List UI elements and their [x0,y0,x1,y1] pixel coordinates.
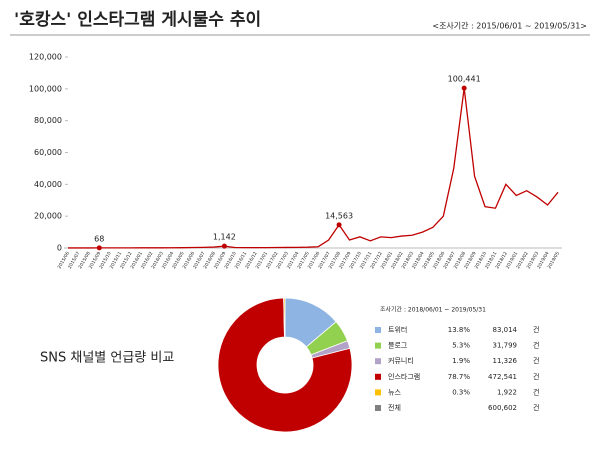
legend-share: 0.3% [452,388,470,396]
legend-value: 11,326 [493,357,518,365]
legend-label: 커뮤니티 [388,356,414,365]
point-marker [336,222,342,228]
legend-share: 5.3% [452,342,470,350]
donut-slice [283,297,286,338]
legend-swatch [375,373,381,380]
legend-label: 블로그 [388,341,408,350]
legend-swatch [375,389,381,396]
point-marker [96,245,102,251]
legend-label: 인스타그램 [388,372,420,381]
legend-swatch [375,327,381,333]
legend-swatch [375,342,381,349]
legend-swatch [375,405,381,411]
legend-value: 1,922 [497,388,517,396]
legend-label: 트위터 [388,325,407,334]
legend-subtitle: 조사기간 : 2018/06/01 ~ 2019/05/31 [380,306,486,314]
y-tick-label: 40,000 [34,180,62,189]
data-label: 14,563 [325,211,353,220]
legend-unit: 건 [533,372,539,381]
legend-share: 1.9% [452,357,470,365]
legend-unit: 건 [533,387,539,396]
data-label: 1,142 [213,233,236,242]
y-tick-label: 0 [57,244,62,253]
y-tick-label: 20,000 [34,212,62,221]
data-label: 68 [94,234,104,243]
legend-label: 전체 [388,403,401,412]
legend-share: 78.7% [448,373,471,381]
legend-unit: 건 [533,341,539,350]
legend-value: 31,799 [493,342,518,350]
data-label: 100,441 [448,75,481,84]
legend-unit: 건 [533,356,539,365]
y-tick-label: 60,000 [34,148,62,157]
y-tick-label: 120,000 [29,53,62,62]
point-marker [461,85,467,91]
legend-value: 600,602 [488,404,517,412]
legend-unit: 건 [533,325,539,334]
legend-label: 뉴스 [388,388,401,396]
legend-value: 472,541 [488,373,517,381]
y-tick-label: 100,000 [29,84,62,93]
data-line [67,88,559,249]
donut-slice [217,297,353,433]
chart-title: '호캉스' 인스타그램 게시물수 추이 [14,10,261,30]
point-marker [221,243,227,249]
legend-swatch [375,358,381,365]
legend-unit: 건 [533,403,539,412]
chart-subtitle: <조사기간 : 2015/06/01 ~ 2019/05/31> [432,21,587,31]
legend-value: 83,014 [493,326,518,334]
legend-share: 13.8% [448,326,471,334]
donut-title: SNS 채널별 언급량 비교 [40,351,174,366]
y-tick-label: 80,000 [34,116,62,125]
